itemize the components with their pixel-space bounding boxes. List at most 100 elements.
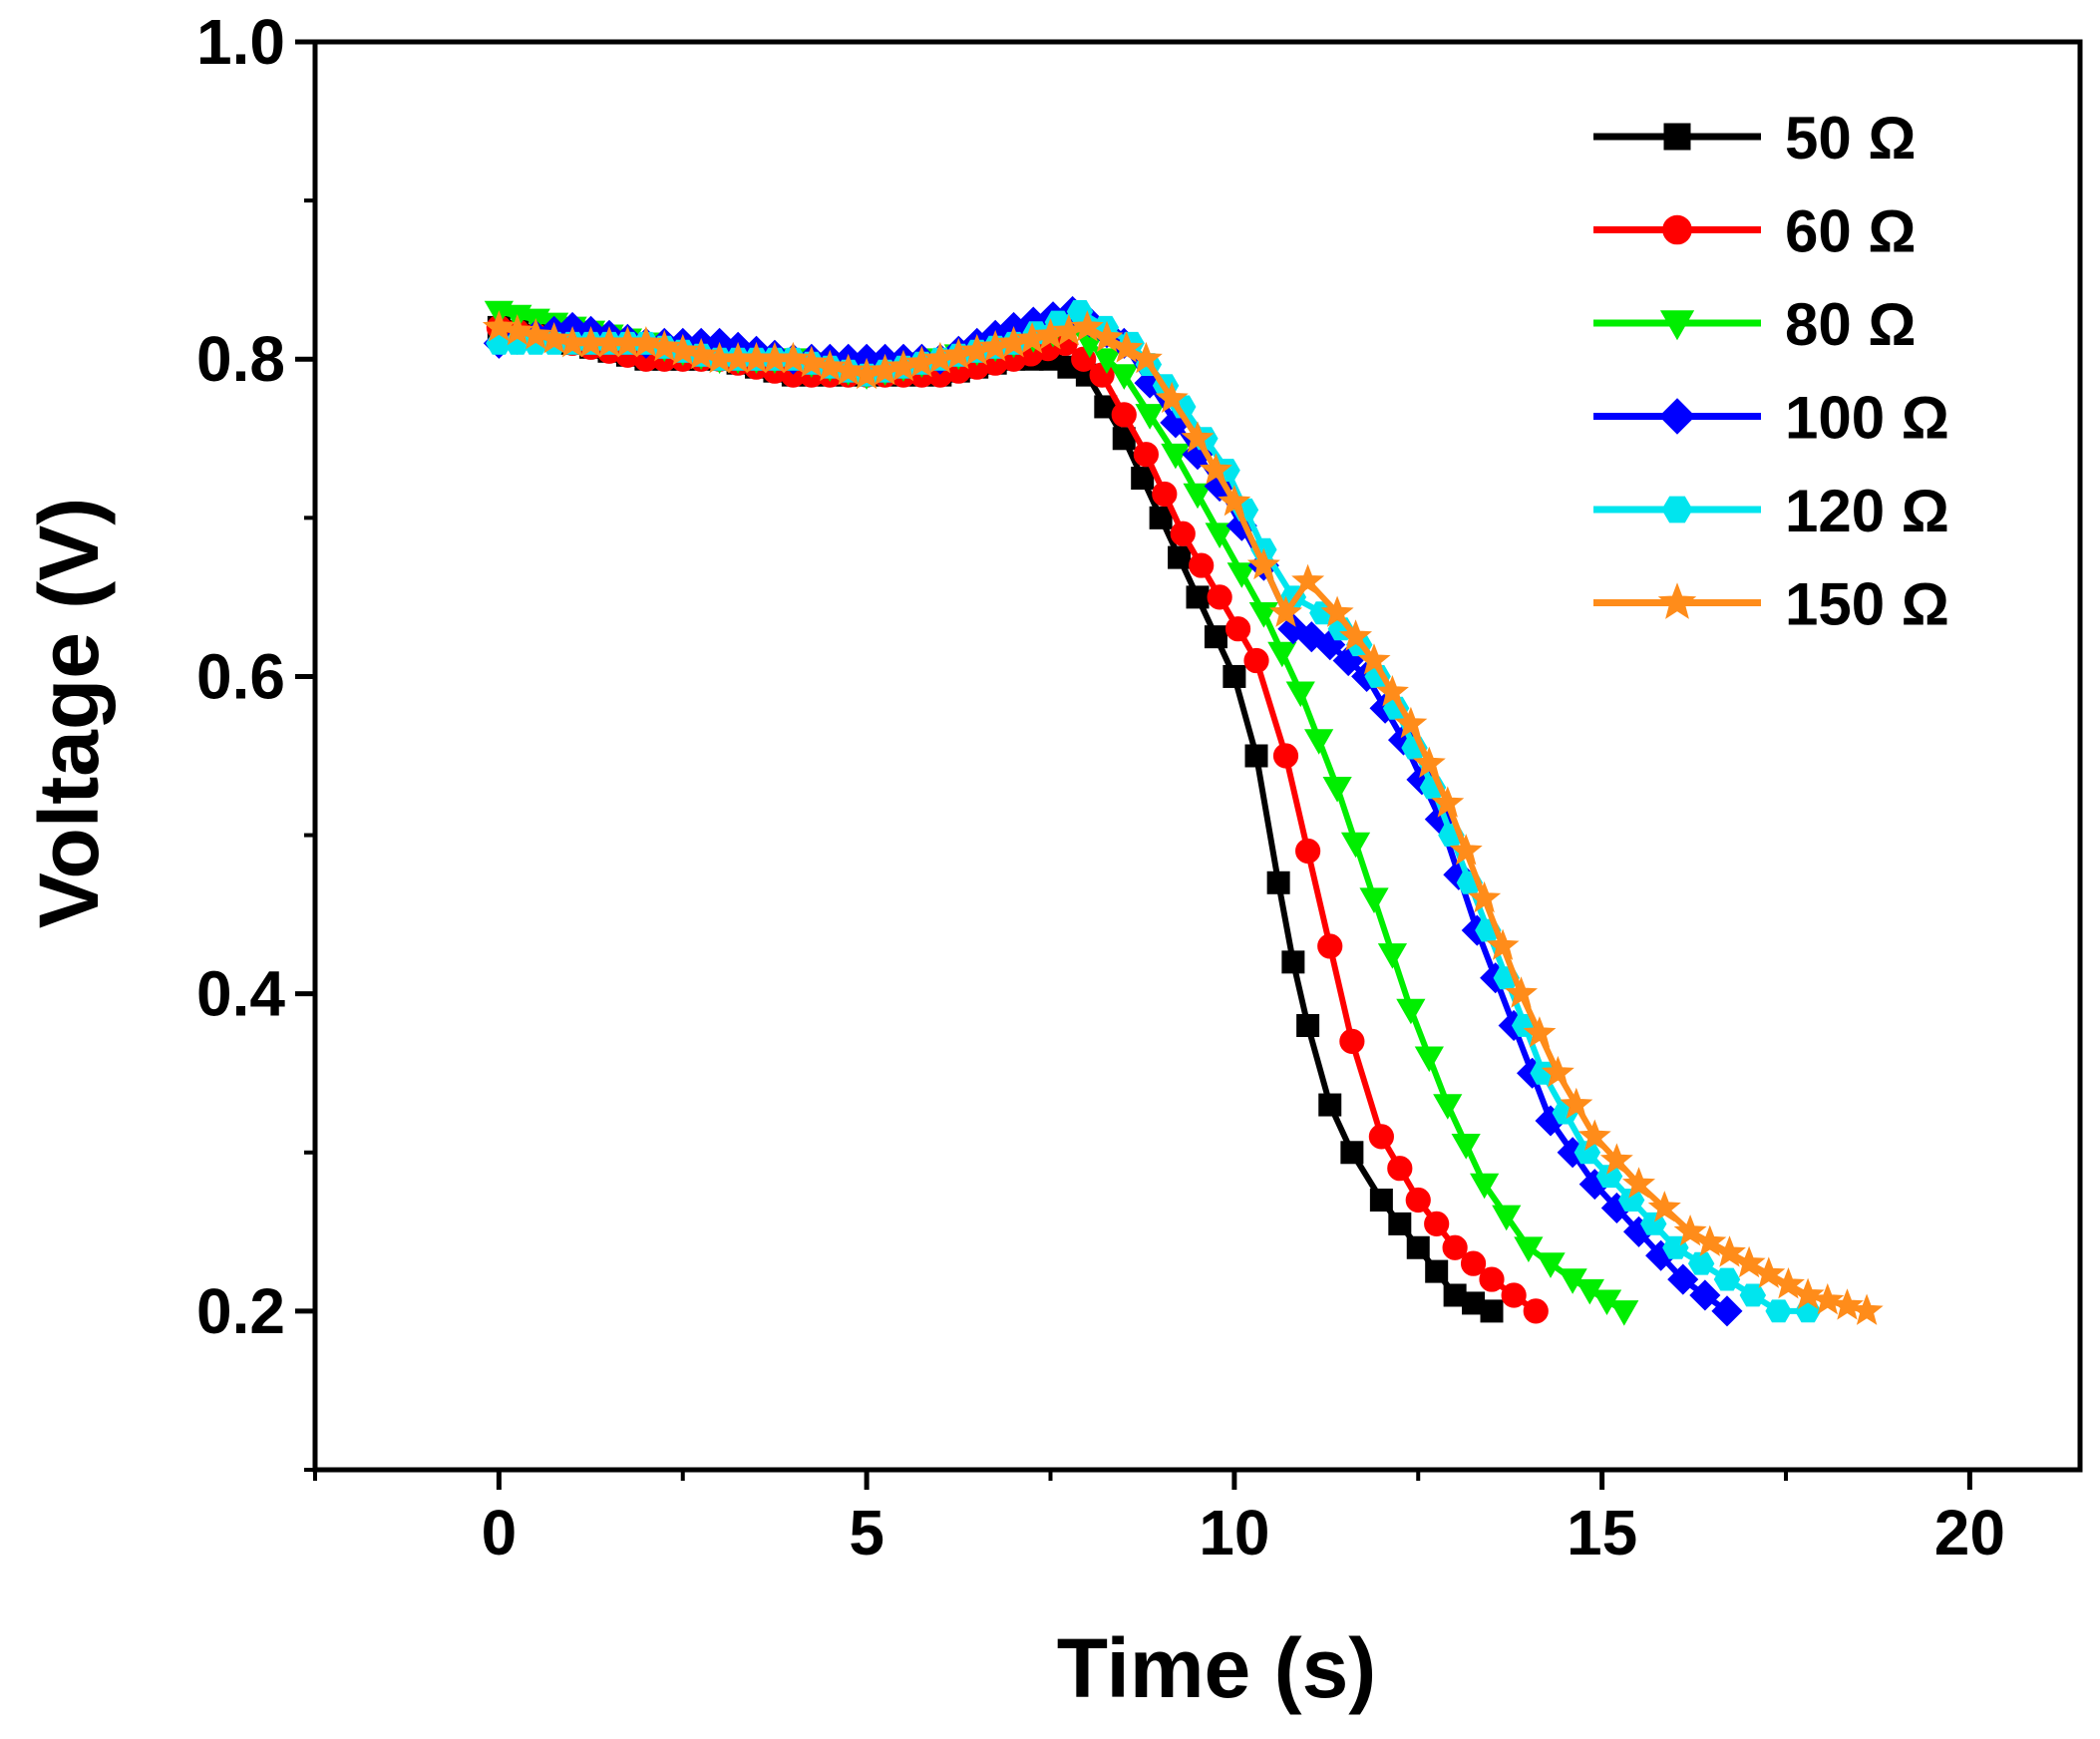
- x-tick-label: 20: [1934, 1497, 2005, 1568]
- data-point: [1285, 681, 1315, 708]
- x-axis-title: Time (s): [1057, 1621, 1377, 1715]
- series-line: [498, 324, 1539, 1314]
- data-point: [1339, 619, 1373, 651]
- data-point: [1609, 1300, 1639, 1326]
- data-point: [1501, 1282, 1527, 1308]
- data-point: [1340, 1141, 1364, 1165]
- data-point: [1504, 976, 1539, 1008]
- data-point: [1523, 1298, 1549, 1324]
- data-point: [1486, 928, 1520, 960]
- data-point: [1811, 1282, 1845, 1315]
- legend-item: 60 Ω: [1593, 198, 1917, 265]
- y-tick-label: 1.0: [196, 6, 285, 78]
- data-point: [1248, 602, 1278, 628]
- data-point: [1479, 1266, 1505, 1292]
- y-tick-label: 0.8: [196, 323, 285, 395]
- data-point: [1223, 664, 1246, 688]
- data-point: [1090, 320, 1124, 353]
- data-point: [501, 313, 534, 346]
- data-point: [1135, 404, 1165, 430]
- y-tick-label: 0.4: [196, 958, 285, 1030]
- data-point: [1470, 1173, 1500, 1200]
- data-point: [1109, 364, 1139, 390]
- data-point: [1268, 595, 1303, 627]
- data-point: [1492, 1205, 1522, 1231]
- data-point: [1320, 595, 1354, 627]
- data-point: [1850, 1293, 1884, 1325]
- data-point: [1693, 1224, 1727, 1256]
- data-point: [1291, 563, 1325, 596]
- data-point: [1183, 483, 1213, 510]
- data-point: [1663, 123, 1691, 151]
- data-point: [1468, 880, 1502, 913]
- data-point: [1225, 616, 1251, 642]
- data-point: [1661, 496, 1693, 523]
- legend-item: 50 Ω: [1593, 105, 1917, 172]
- data-point: [1388, 1212, 1412, 1235]
- legend-item: 150 Ω: [1593, 571, 1949, 638]
- data-point: [1133, 442, 1159, 468]
- data-point: [832, 353, 866, 386]
- x-tick-label: 5: [849, 1497, 884, 1568]
- data-point: [1577, 1119, 1611, 1151]
- data-point: [1657, 582, 1697, 619]
- data-point: [1368, 1124, 1394, 1150]
- data-point: [1460, 1250, 1487, 1276]
- data-point: [1205, 522, 1234, 549]
- data-point: [1304, 729, 1334, 755]
- data-point: [1226, 562, 1256, 588]
- data-point: [1771, 1267, 1805, 1299]
- data-point: [1110, 331, 1144, 363]
- data-point: [813, 349, 847, 382]
- x-tick-label: 0: [482, 1497, 518, 1568]
- data-point: [1405, 1187, 1431, 1214]
- axis-ticks: 0 5 10 15 20 0.2 0.4 0.6 0.8 1.0: [196, 6, 2005, 1568]
- data-point: [1204, 625, 1227, 649]
- data-point: [1189, 552, 1215, 578]
- data-point: [1092, 348, 1122, 375]
- data-point: [1199, 453, 1232, 485]
- data-point: [1425, 1259, 1449, 1283]
- data-point: [1451, 1134, 1481, 1160]
- data-point: [1152, 481, 1178, 508]
- data-point: [1433, 1094, 1463, 1120]
- data-point: [1155, 381, 1189, 414]
- data-point: [1322, 777, 1352, 803]
- data-point: [1732, 1245, 1766, 1278]
- data-point: [1541, 1055, 1575, 1088]
- data-point: [1560, 1087, 1593, 1120]
- data-point: [1396, 998, 1426, 1025]
- data-point: [1267, 641, 1297, 668]
- data-point: [1317, 933, 1343, 959]
- data-point: [1149, 506, 1173, 529]
- data-point: [1244, 744, 1268, 768]
- data-point: [1296, 1013, 1320, 1037]
- data-point: [1318, 1093, 1342, 1117]
- data-point: [684, 337, 718, 370]
- legend-item: 80 Ω: [1593, 291, 1917, 358]
- legend: 50 Ω 60 Ω 80 Ω 100 Ω 120 Ω 150 Ω: [1593, 105, 1949, 638]
- data-point: [1765, 1299, 1792, 1323]
- series-80-ohm: [484, 300, 1639, 1326]
- data-point: [629, 326, 663, 358]
- data-series: [482, 295, 1884, 1327]
- axes: [312, 39, 2083, 1473]
- series-150-ohm: [482, 310, 1884, 1325]
- data-point: [1711, 1295, 1743, 1327]
- data-point: [1377, 943, 1408, 969]
- data-point: [1295, 838, 1321, 865]
- x-tick-label: 15: [1567, 1497, 1637, 1568]
- data-point: [1647, 1191, 1681, 1222]
- data-point: [1131, 467, 1155, 491]
- legend-label: 100 Ω: [1785, 385, 1949, 452]
- data-point: [1186, 585, 1210, 609]
- data-point: [1207, 584, 1232, 610]
- data-point: [1712, 1235, 1746, 1267]
- data-point: [1387, 1156, 1413, 1182]
- data-point: [1794, 1299, 1822, 1323]
- data-point: [1830, 1288, 1864, 1320]
- data-point: [647, 329, 681, 362]
- legend-label: 50 Ω: [1785, 105, 1917, 172]
- data-point: [1375, 675, 1409, 707]
- data-point: [1449, 834, 1483, 866]
